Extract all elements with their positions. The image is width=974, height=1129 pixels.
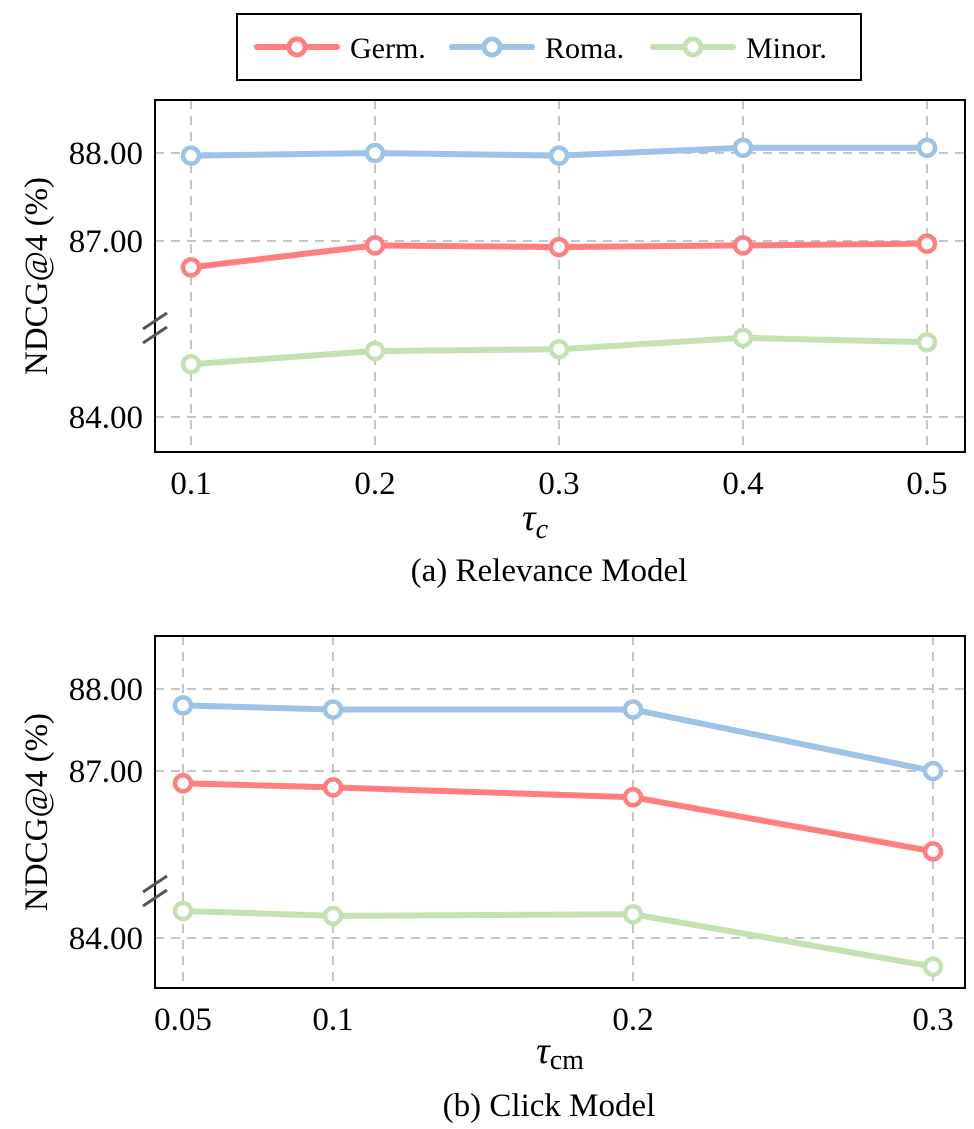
x-tick-label: 0.1: [312, 1002, 353, 1038]
data-point-roma: [922, 760, 944, 782]
x-axis-label-relevance: τc: [522, 497, 549, 545]
legend-item-minor: Minor.: [650, 32, 827, 65]
x-tick-label: 0.3: [912, 1002, 953, 1038]
legend-marker-roma: [481, 36, 503, 58]
axis-break-click: [142, 874, 168, 908]
data-point-germ: [732, 235, 754, 256]
y-tick-label: 87.00: [69, 754, 143, 790]
y-tick-label: 88.00: [69, 136, 143, 172]
x-axis-symbol-relevance: τ: [522, 497, 537, 539]
data-point-minor: [172, 900, 194, 922]
data-point-roma: [322, 699, 344, 720]
data-point-minor: [922, 956, 944, 977]
data-point-minor: [916, 331, 938, 353]
data-point-germ: [622, 786, 644, 808]
y-tick-label: 87.00: [69, 224, 143, 260]
x-tick-label: 0.5: [906, 466, 947, 502]
x-tick-label: 0.2: [354, 466, 395, 502]
plot-frame-relevance: [154, 99, 966, 453]
grid-click: [155, 636, 965, 988]
data-point-roma: [172, 695, 194, 716]
y-axis-label-relevance: NDCG@4 (%): [19, 177, 55, 375]
series-line-minor: [180, 907, 936, 970]
caption-relevance: (a) Relevance Model: [411, 553, 688, 589]
axis-break-relevance: [142, 311, 168, 345]
x-axis-subscript-relevance: c: [536, 514, 549, 545]
data-point-roma: [732, 137, 754, 158]
series-line-roma: [180, 702, 936, 774]
series-line-germ: [180, 780, 936, 855]
data-point-minor: [622, 903, 644, 925]
x-axis-subscript-click: cm: [550, 1045, 584, 1076]
x-tick-label: 0.1: [170, 466, 211, 502]
data-point-minor: [364, 340, 386, 362]
legend-label-germ: Germ.: [350, 32, 426, 65]
data-point-germ: [548, 236, 570, 258]
data-point-roma: [548, 145, 570, 166]
y-tick-label: 88.00: [69, 672, 143, 708]
x-tick-label: 0.4: [722, 466, 763, 502]
legend-item-germ: Germ.: [254, 32, 426, 65]
data-point-germ: [172, 773, 194, 794]
data-point-roma: [180, 145, 202, 166]
data-point-germ: [322, 777, 344, 798]
legend-item-roma: Roma.: [449, 32, 624, 65]
ticks-relevance: 0.1 0.2 0.3 0.4 0.5 84.00 87.00 88.00: [69, 136, 948, 502]
legend-box: [236, 13, 862, 81]
y-tick-label: 84.00: [69, 400, 143, 436]
data-point-germ: [916, 233, 938, 254]
legend-label-roma: Roma.: [545, 32, 624, 65]
x-tick-label: 0.3: [538, 466, 579, 502]
y-axis-label-click: NDCG@4 (%): [19, 713, 55, 911]
x-tick-label: 0.05: [154, 1002, 212, 1038]
series-click: [172, 695, 944, 977]
data-point-germ: [180, 257, 202, 278]
y-tick-label: 84.00: [69, 921, 143, 957]
legend-label-minor: Minor.: [746, 32, 827, 65]
caption-click: (b) Click Model: [443, 1088, 656, 1124]
legend-marker-germ: [286, 36, 308, 58]
panel-relevance-model: 0.1 0.2 0.3 0.4 0.5 84.00 87.00 88.00 NDCG@4 (%…: [19, 99, 966, 589]
data-point-germ: [364, 235, 386, 256]
x-axis-symbol-click: τ: [536, 1030, 551, 1072]
legend-marker-minor: [682, 36, 704, 58]
data-point-minor: [322, 905, 344, 927]
data-point-minor: [548, 338, 570, 360]
x-tick-label: 0.2: [612, 1002, 653, 1038]
data-point-germ: [922, 841, 944, 862]
data-point-minor: [732, 327, 754, 349]
data-point-minor: [180, 353, 202, 375]
ticks-click: 0.05 0.1 0.2 0.3 84.00 87.00 88.00: [69, 672, 954, 1038]
legend: Germ. Roma. Minor.: [236, 13, 862, 81]
data-point-roma: [916, 137, 938, 158]
data-point-roma: [364, 142, 386, 164]
x-axis-label-click: τcm: [536, 1030, 584, 1076]
plot-frame-click: [154, 635, 966, 989]
series-relevance: [180, 137, 938, 375]
data-point-roma: [622, 699, 644, 720]
